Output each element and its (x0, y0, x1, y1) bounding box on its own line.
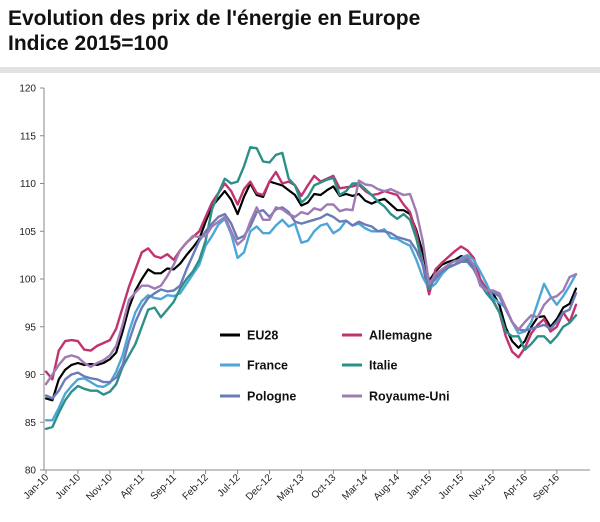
title-line-1: Evolution des prix de l'énergie en Europ… (8, 7, 421, 30)
y-tick-label: 85 (25, 418, 37, 429)
title-divider (0, 67, 600, 73)
x-tick-label: Nov-10 (84, 472, 115, 503)
legend-bg (340, 357, 406, 373)
y-ticks: 80 85 90 95 100 105 110 115 120 (19, 84, 44, 477)
x-tick-label: Jul-12 (216, 472, 243, 499)
x-tick-label: Mar-14 (340, 472, 370, 502)
series-lines (44, 145, 578, 431)
legend-label: France (247, 359, 288, 373)
legend-label: Italie (369, 359, 398, 373)
legend-bg (218, 327, 280, 343)
x-tick-label: Sep-11 (149, 472, 179, 502)
x-tick-label: Aug-14 (372, 472, 403, 503)
legend-bg (218, 388, 300, 404)
series-line-france (44, 217, 578, 422)
legend-bg (340, 327, 440, 343)
legend-bg (340, 388, 464, 404)
legend: EU28 Allemagne France Italie Pologne Royaume-… (218, 327, 464, 404)
x-tick-label: Apr-11 (118, 472, 147, 501)
x-tick-label: May-13 (275, 472, 307, 504)
y-tick-label: 95 (25, 322, 37, 333)
x-tick-label: Oct-13 (309, 472, 338, 501)
x-tick-label: Apr-16 (501, 472, 530, 501)
title-line-2: Indice 2015=100 (8, 32, 169, 55)
y-tick-label: 80 (25, 466, 37, 477)
x-tick-label: Dec-12 (244, 472, 275, 503)
legend-label: Pologne (247, 390, 296, 404)
x-tick-label: Jan-15 (405, 472, 435, 502)
y-tick-label: 90 (25, 370, 37, 381)
y-tick-label: 110 (20, 179, 36, 190)
y-tick-label: 115 (20, 131, 36, 142)
x-tick-label: Feb-12 (181, 472, 211, 502)
legend-label: Royaume-Uni (369, 390, 450, 404)
x-tick-label: Sep-16 (531, 472, 562, 503)
x-tick-label: Jun-10 (54, 472, 84, 502)
y-tick-label: 120 (19, 84, 36, 95)
legend-bg (218, 357, 282, 373)
y-tick-label: 100 (19, 275, 36, 286)
legend-label: Allemagne (369, 329, 432, 343)
legend-label: EU28 (247, 329, 278, 343)
chart-title: Evolution des prix de l'énergie en Europ… (8, 6, 420, 56)
x-ticks: Jan-10 Jun-10 Nov-10 Apr-11 Sep-11 Feb-12 Jul-… (22, 470, 562, 504)
x-tick-label: Nov-15 (468, 472, 499, 503)
series-line-italie (44, 145, 578, 431)
x-tick-label: Jun-15 (437, 472, 467, 502)
series-line-royaume-uni (44, 179, 578, 386)
y-tick-label: 105 (19, 227, 36, 238)
